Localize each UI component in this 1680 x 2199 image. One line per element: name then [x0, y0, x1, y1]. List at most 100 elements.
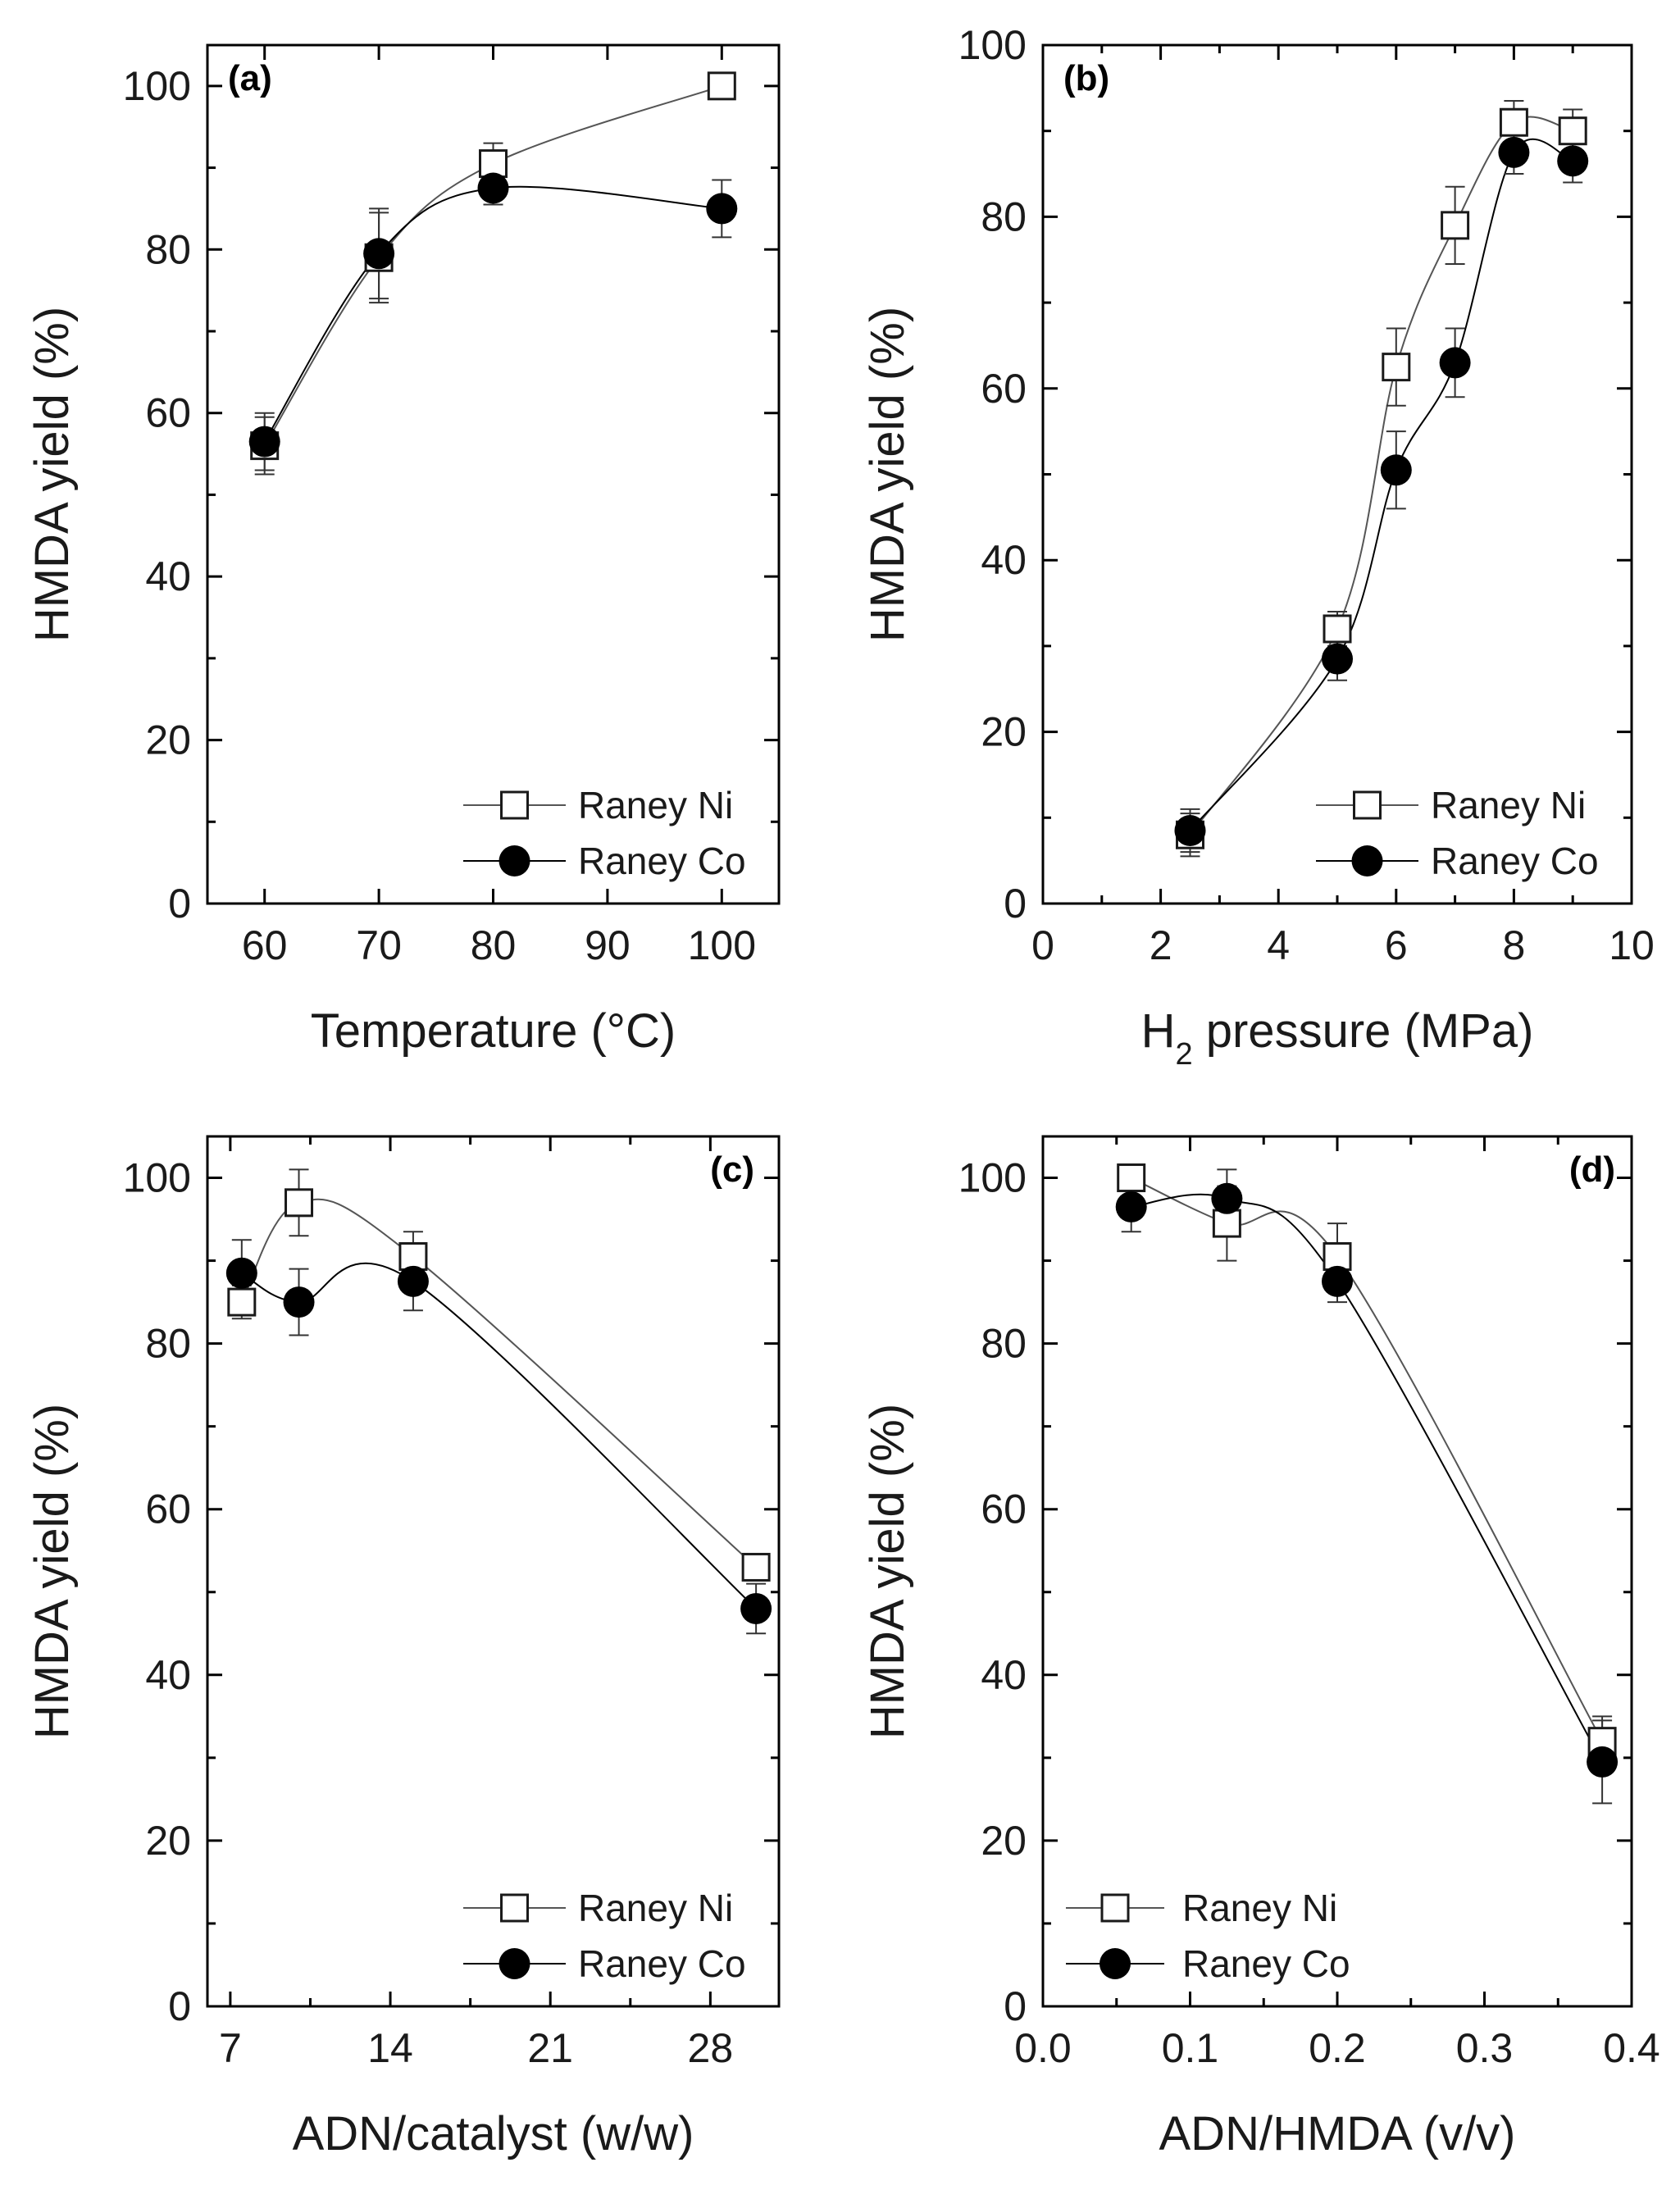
- x-tick-label: 90: [585, 922, 631, 968]
- y-tick-label: 60: [145, 390, 191, 436]
- data-point-raney-co: [1322, 643, 1353, 675]
- legend-marker-raney-ni: [1100, 1893, 1130, 1923]
- x-tick-label: 28: [688, 2025, 734, 2071]
- x-tick-label: 0: [1031, 922, 1054, 968]
- data-point-raney-ni: [285, 1188, 314, 1218]
- legend-label: Raney Ni: [1431, 784, 1586, 826]
- legend-marker-raney-co: [1100, 1948, 1131, 1979]
- x-tick-label: 70: [356, 922, 402, 968]
- data-point-raney-co: [1380, 454, 1412, 486]
- data-point-raney-ni: [1323, 1242, 1352, 1272]
- x-axis-title-main: H: [1141, 1004, 1176, 1058]
- panel-d: 0 20 40 60 80 100 0.0 0.1 0.2 0.3 0.4 ADN/HMDA (v/v…: [861, 1135, 1660, 2160]
- y-axis-title: HMDA yield (%): [861, 1404, 914, 1739]
- y-tick-label: 60: [981, 366, 1027, 412]
- data-point-raney-ni: [1499, 107, 1528, 137]
- y-tick-label: 100: [123, 1155, 191, 1201]
- data-point-raney-ni: [741, 1552, 771, 1582]
- y-tick-label: 40: [145, 1652, 191, 1698]
- data-point-raney-co: [1557, 145, 1589, 177]
- y-tick-label: 40: [981, 1652, 1027, 1698]
- x-tick-label: 8: [1502, 922, 1525, 968]
- data-point-raney-co: [1587, 1746, 1619, 1778]
- x-tick-label: 14: [367, 2025, 413, 2071]
- x-tick-label: 80: [471, 922, 517, 968]
- data-point-raney-co: [283, 1286, 315, 1318]
- data-point-raney-ni: [1382, 353, 1411, 382]
- legend-marker-raney-co: [499, 845, 530, 876]
- y-tick-label: 60: [145, 1486, 191, 1532]
- legend-marker-raney-co: [1351, 845, 1383, 876]
- data-point-raney-co: [397, 1265, 429, 1297]
- fit-curve-raney-co: [1131, 1193, 1603, 1763]
- y-axis-title: HMDA yield (%): [25, 307, 79, 642]
- fit-curve-raney-ni: [1131, 1177, 1603, 1742]
- data-point-raney-co: [248, 426, 280, 458]
- data-point-raney-ni: [1117, 1163, 1146, 1193]
- x-tick-label: 0.1: [1162, 2025, 1219, 2071]
- legend-label: Raney Co: [1182, 1942, 1350, 1985]
- x-tick-label: 21: [527, 2025, 573, 2071]
- legend-label: Raney Co: [578, 840, 746, 882]
- x-tick-label: 6: [1385, 922, 1408, 968]
- legend-label: Raney Co: [578, 1942, 746, 1985]
- y-axis-title: HMDA yield (%): [25, 1404, 79, 1739]
- fit-curve-raney-co: [263, 185, 722, 443]
- x-axis-title: Temperature (°C): [311, 1004, 676, 1058]
- y-tick-label: 20: [981, 709, 1027, 755]
- legend-marker-raney-ni: [1353, 790, 1382, 820]
- fit-curve-raney-co: [241, 1262, 757, 1609]
- x-axis-title: H2 pressure (MPa): [1141, 1004, 1534, 1072]
- data-point-raney-ni: [707, 71, 736, 101]
- y-tick-label: 80: [145, 226, 191, 272]
- y-tick-label: 0: [168, 881, 191, 926]
- data-point-raney-co: [1322, 1265, 1353, 1297]
- x-tick-label: 0.3: [1456, 2025, 1514, 2071]
- y-tick-label: 40: [145, 553, 191, 599]
- fit-curve-raney-co: [1189, 138, 1573, 831]
- x-tick-label: 10: [1609, 922, 1655, 968]
- y-tick-label: 100: [123, 63, 191, 109]
- data-point-raney-co: [477, 172, 509, 204]
- data-point-raney-co: [1174, 815, 1206, 847]
- panel-label: (b): [1063, 58, 1109, 98]
- data-point-raney-co: [740, 1592, 772, 1624]
- x-tick-label: 7: [219, 2025, 242, 2071]
- y-tick-label: 80: [981, 193, 1027, 239]
- legend-label: Raney Co: [1431, 840, 1599, 882]
- legend-label: Raney Ni: [578, 784, 733, 826]
- x-tick-label: 4: [1267, 922, 1290, 968]
- data-point-raney-co: [225, 1257, 257, 1289]
- data-point-raney-co: [363, 238, 395, 270]
- y-tick-label: 80: [145, 1321, 191, 1367]
- data-point-raney-co: [1211, 1182, 1243, 1214]
- x-axis-title-rest: pressure (MPa): [1193, 1004, 1534, 1058]
- x-tick-label: 60: [242, 922, 288, 968]
- x-axis-title-subscript: 2: [1175, 1037, 1192, 1072]
- legend-label: Raney Ni: [1182, 1887, 1337, 1929]
- y-tick-label: 0: [1004, 1983, 1027, 2029]
- x-tick-label: 0.4: [1603, 2025, 1660, 2071]
- panel-a: 0 20 40 60 80 100 60 70 80 90 100 Temperature (°C) H…: [25, 43, 781, 1058]
- x-axis-title: ADN/catalyst (w/w): [293, 2107, 694, 2160]
- data-point-raney-co: [706, 193, 738, 225]
- fit-curve-raney-ni: [263, 84, 722, 447]
- data-point-raney-ni: [227, 1287, 257, 1317]
- y-tick-label: 20: [145, 1818, 191, 1864]
- fit-curve-raney-ni: [240, 1198, 757, 1568]
- y-tick-label: 20: [981, 1818, 1027, 1864]
- y-axis-title: HMDA yield (%): [861, 307, 914, 642]
- data-point-raney-ni: [1441, 211, 1470, 240]
- y-tick-label: 40: [981, 537, 1027, 583]
- y-tick-label: 80: [981, 1321, 1027, 1367]
- data-point-raney-co: [1498, 136, 1530, 168]
- data-point-raney-ni: [1212, 1209, 1241, 1238]
- panel-label: (d): [1569, 1150, 1615, 1190]
- data-point-raney-ni: [1558, 116, 1587, 146]
- legend-marker-raney-ni: [500, 790, 529, 820]
- x-tick-label: 0.2: [1309, 2025, 1366, 2071]
- y-tick-label: 20: [145, 717, 191, 763]
- plot-frame: [206, 1135, 781, 2008]
- panel-label: (c): [710, 1150, 754, 1190]
